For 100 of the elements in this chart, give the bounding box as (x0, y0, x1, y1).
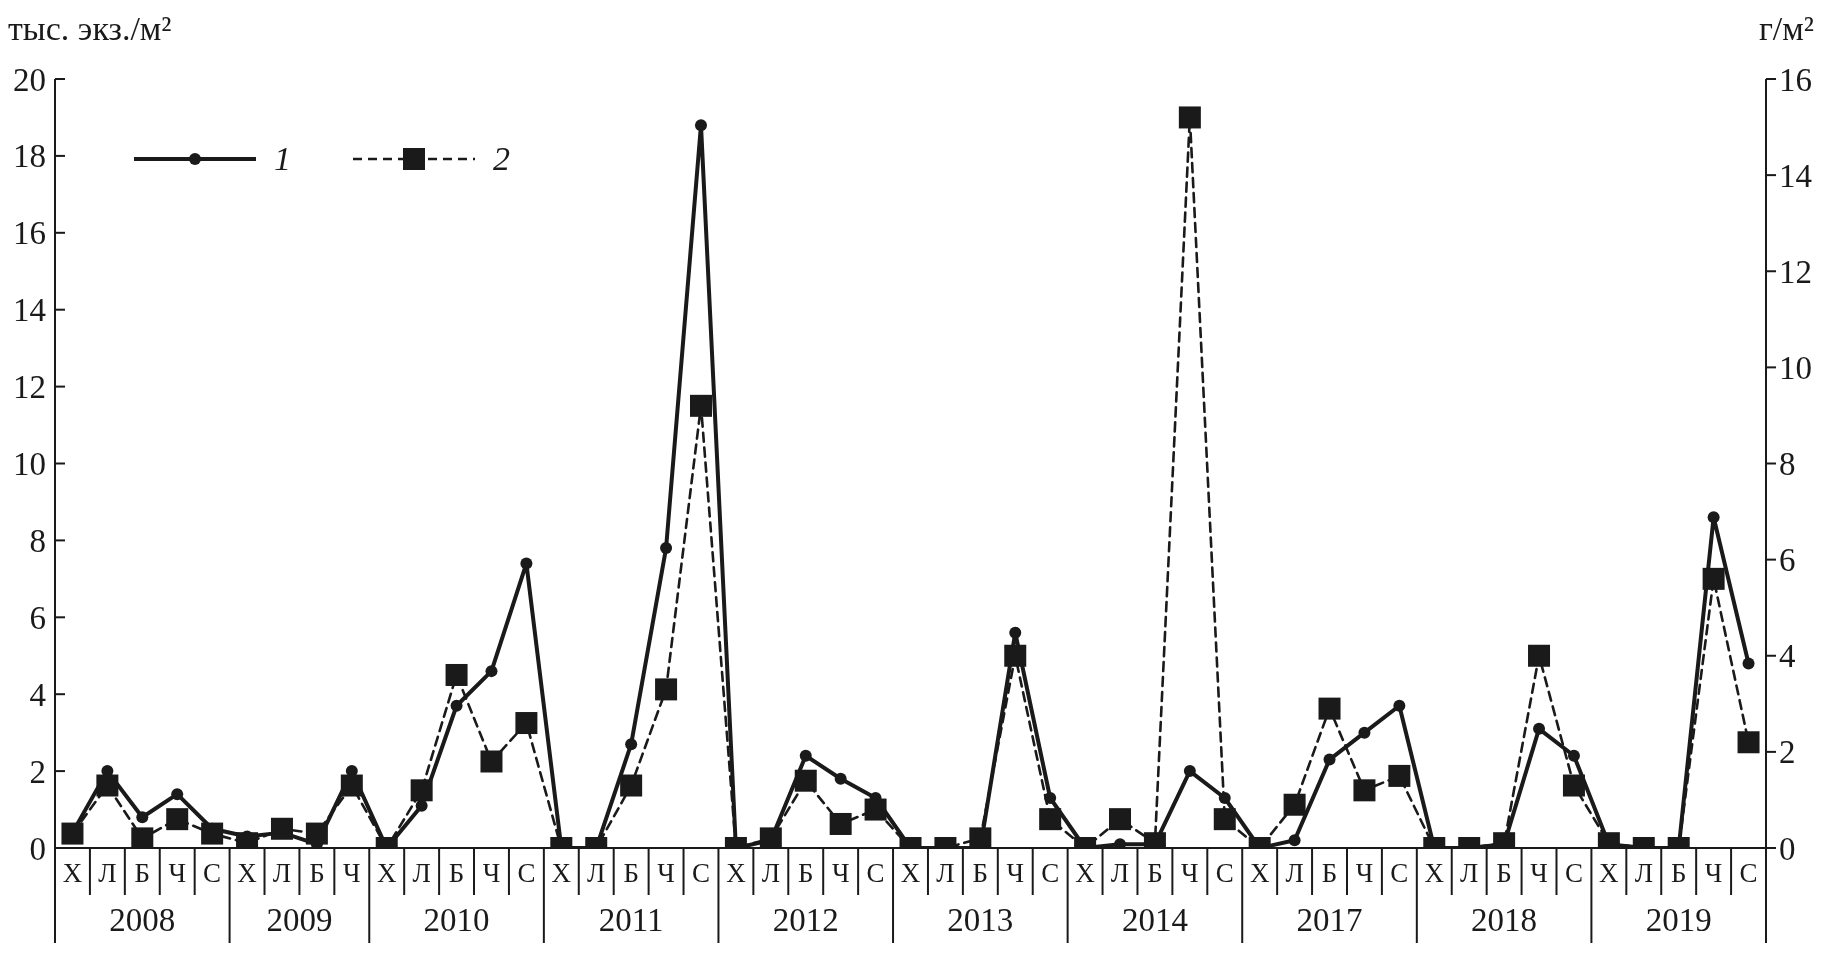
legend-label: 1 (274, 140, 291, 177)
point (794, 769, 817, 792)
point (445, 663, 468, 686)
x-tick-label: С (866, 858, 885, 888)
y-tick-label: 12 (13, 369, 46, 406)
y-tick-label: 8 (29, 522, 46, 559)
x-tick-label: Ч (1181, 858, 1199, 888)
x-tick-label: Л (1110, 858, 1130, 888)
point (201, 822, 224, 845)
point (1562, 774, 1585, 797)
point (1039, 808, 1062, 831)
y-tick-label: 20 (13, 61, 46, 98)
point (485, 665, 498, 678)
x-tick-label: С (1215, 858, 1234, 888)
x-tick-label: Х (376, 858, 397, 888)
text: 2019 (1645, 902, 1712, 938)
y-tick-label: 18 (13, 138, 46, 175)
x-tick-label: Б (309, 858, 325, 888)
x-tick-label: Х (1075, 858, 1096, 888)
y-tick-label: 16 (13, 215, 46, 252)
point (410, 779, 433, 802)
point (171, 788, 184, 801)
x-tick-label: Х (1249, 858, 1270, 888)
x-tick-label: Л (1634, 858, 1653, 888)
x-tick-label: Ч (1006, 858, 1025, 888)
point (515, 712, 538, 735)
point (1183, 765, 1196, 778)
y2-tick-label: 16 (1779, 61, 1812, 98)
text: 2018 (1471, 902, 1538, 938)
point (1742, 657, 1755, 670)
x-tick-label: Ч (168, 858, 186, 888)
y-tick-label: 2 (29, 753, 46, 790)
y2-tick-label: 6 (1779, 542, 1796, 579)
y-tick-label: 10 (13, 446, 46, 483)
point (166, 808, 189, 831)
text: 2017 (1296, 902, 1363, 938)
y2-tick-label: 12 (1779, 253, 1812, 290)
point (136, 811, 149, 824)
y2-tick-label: 10 (1779, 349, 1812, 386)
point (1283, 793, 1306, 816)
y2-axis-title: г/м² (1758, 10, 1814, 47)
x-tick-label: Х (726, 858, 747, 888)
point (1388, 764, 1411, 787)
x-tick-label: С (691, 858, 710, 888)
y-tick-label: 6 (29, 599, 46, 636)
point (131, 827, 154, 848)
point (655, 678, 678, 701)
x-tick-label: Х (1424, 858, 1445, 888)
x-tick-label: Л (587, 858, 606, 888)
point (61, 822, 84, 845)
x-tick-label: С (1390, 858, 1409, 888)
point (1393, 699, 1406, 712)
point (864, 798, 887, 821)
x-tick-label: С (517, 858, 536, 888)
x-tick-label: С (1564, 858, 1583, 888)
x-tick-label: Х (1599, 858, 1620, 888)
x-tick-label: Ч (1355, 858, 1374, 888)
point (1004, 644, 1027, 667)
x-tick-label: Б (1496, 858, 1512, 888)
point (969, 827, 992, 848)
x-tick-label: Л (272, 858, 292, 888)
point (1567, 749, 1580, 762)
text: 2010 (423, 902, 490, 938)
x-tick-label: Б (448, 858, 465, 888)
x-tick-label: Л (936, 858, 955, 888)
x-tick-label: Л (412, 858, 431, 888)
point (1737, 731, 1760, 754)
text: 2011 (598, 902, 664, 938)
x-tick-label: Л (1460, 858, 1479, 888)
point (1114, 838, 1127, 848)
point (1288, 834, 1301, 847)
y-axis-title: тыс. экз./м² (8, 10, 172, 47)
y-tick-label: 0 (29, 830, 46, 867)
point (1218, 792, 1231, 805)
point (1323, 753, 1336, 766)
y-tick-label: 14 (13, 292, 46, 329)
point (1528, 644, 1551, 667)
x-tick-label: С (1739, 858, 1758, 888)
point (1009, 626, 1022, 639)
x-tick-label: Ч (1704, 858, 1723, 888)
point (689, 394, 712, 417)
text: 2013 (947, 902, 1014, 938)
point (1707, 511, 1720, 524)
y2-tick-label: 2 (1779, 734, 1796, 771)
point (450, 699, 463, 712)
x-tick-label: Х (551, 858, 572, 888)
point (270, 817, 293, 840)
x-tick-label: Ч (1530, 858, 1548, 888)
x-tick-label: Х (237, 858, 258, 888)
point (1178, 106, 1201, 129)
point (799, 749, 812, 762)
point (1353, 779, 1376, 802)
x-tick-label: Б (1147, 858, 1163, 888)
x-tick-label: Б (972, 858, 989, 888)
x-tick-label: Ч (657, 858, 675, 888)
x-tick-label: С (1041, 858, 1060, 888)
y2-tick-label: 8 (1779, 446, 1796, 483)
y2-tick-label: 4 (1779, 638, 1796, 675)
x-tick-label: Б (797, 858, 814, 888)
x-tick-label: Ч (482, 858, 501, 888)
